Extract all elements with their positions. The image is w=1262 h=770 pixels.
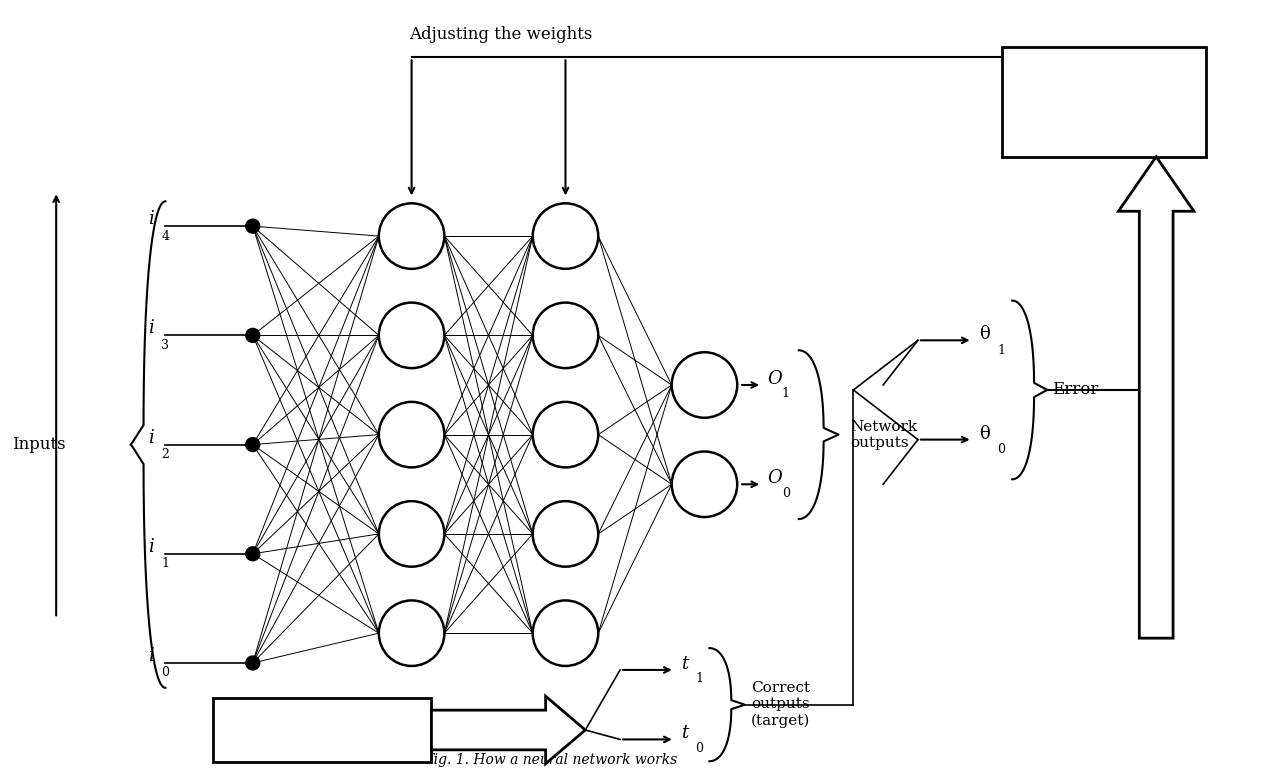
Circle shape [379,303,444,368]
Circle shape [246,547,260,561]
Circle shape [379,203,444,269]
Circle shape [671,451,737,517]
Text: θ: θ [979,326,991,343]
FancyBboxPatch shape [213,698,432,762]
Text: t: t [680,725,688,742]
Polygon shape [432,696,586,764]
Circle shape [533,501,598,567]
Text: 4: 4 [162,229,169,243]
Text: Training data: Training data [270,723,375,737]
Polygon shape [1118,156,1194,638]
Circle shape [246,329,260,343]
Circle shape [671,352,737,418]
Text: i: i [148,429,154,447]
Text: 0: 0 [782,487,790,500]
Text: Network
outputs: Network outputs [851,420,917,450]
Text: θ: θ [979,424,991,443]
Text: i: i [148,210,154,228]
Text: Fig. 1. How a neural network works: Fig. 1. How a neural network works [424,753,678,767]
Text: Adjusting the weights: Adjusting the weights [409,26,593,43]
Text: 3: 3 [162,339,169,352]
Circle shape [379,601,444,666]
Text: i: i [148,320,154,337]
Text: 1: 1 [695,672,703,685]
Circle shape [533,303,598,368]
Text: 0: 0 [162,666,169,679]
Text: Inputs: Inputs [13,436,66,453]
Text: Error: Error [1053,381,1098,398]
Text: i: i [148,647,154,665]
Circle shape [379,402,444,467]
Circle shape [246,437,260,451]
Text: O: O [767,370,781,388]
Circle shape [533,203,598,269]
Text: t: t [680,655,688,673]
Text: Correct
outputs
(target): Correct outputs (target) [751,681,810,728]
Text: 1: 1 [162,557,169,571]
Text: 1: 1 [782,387,790,400]
Circle shape [246,219,260,233]
Circle shape [246,656,260,670]
Text: i: i [148,537,154,556]
Text: 2: 2 [162,448,169,461]
Text: 1: 1 [997,343,1006,357]
Text: O: O [767,470,781,487]
FancyBboxPatch shape [1002,48,1205,156]
Circle shape [533,402,598,467]
Circle shape [379,501,444,567]
Circle shape [533,601,598,666]
Text: 0: 0 [695,742,703,755]
Text: Training
algorithm: Training algorithm [1063,84,1145,120]
Text: 0: 0 [997,443,1006,456]
